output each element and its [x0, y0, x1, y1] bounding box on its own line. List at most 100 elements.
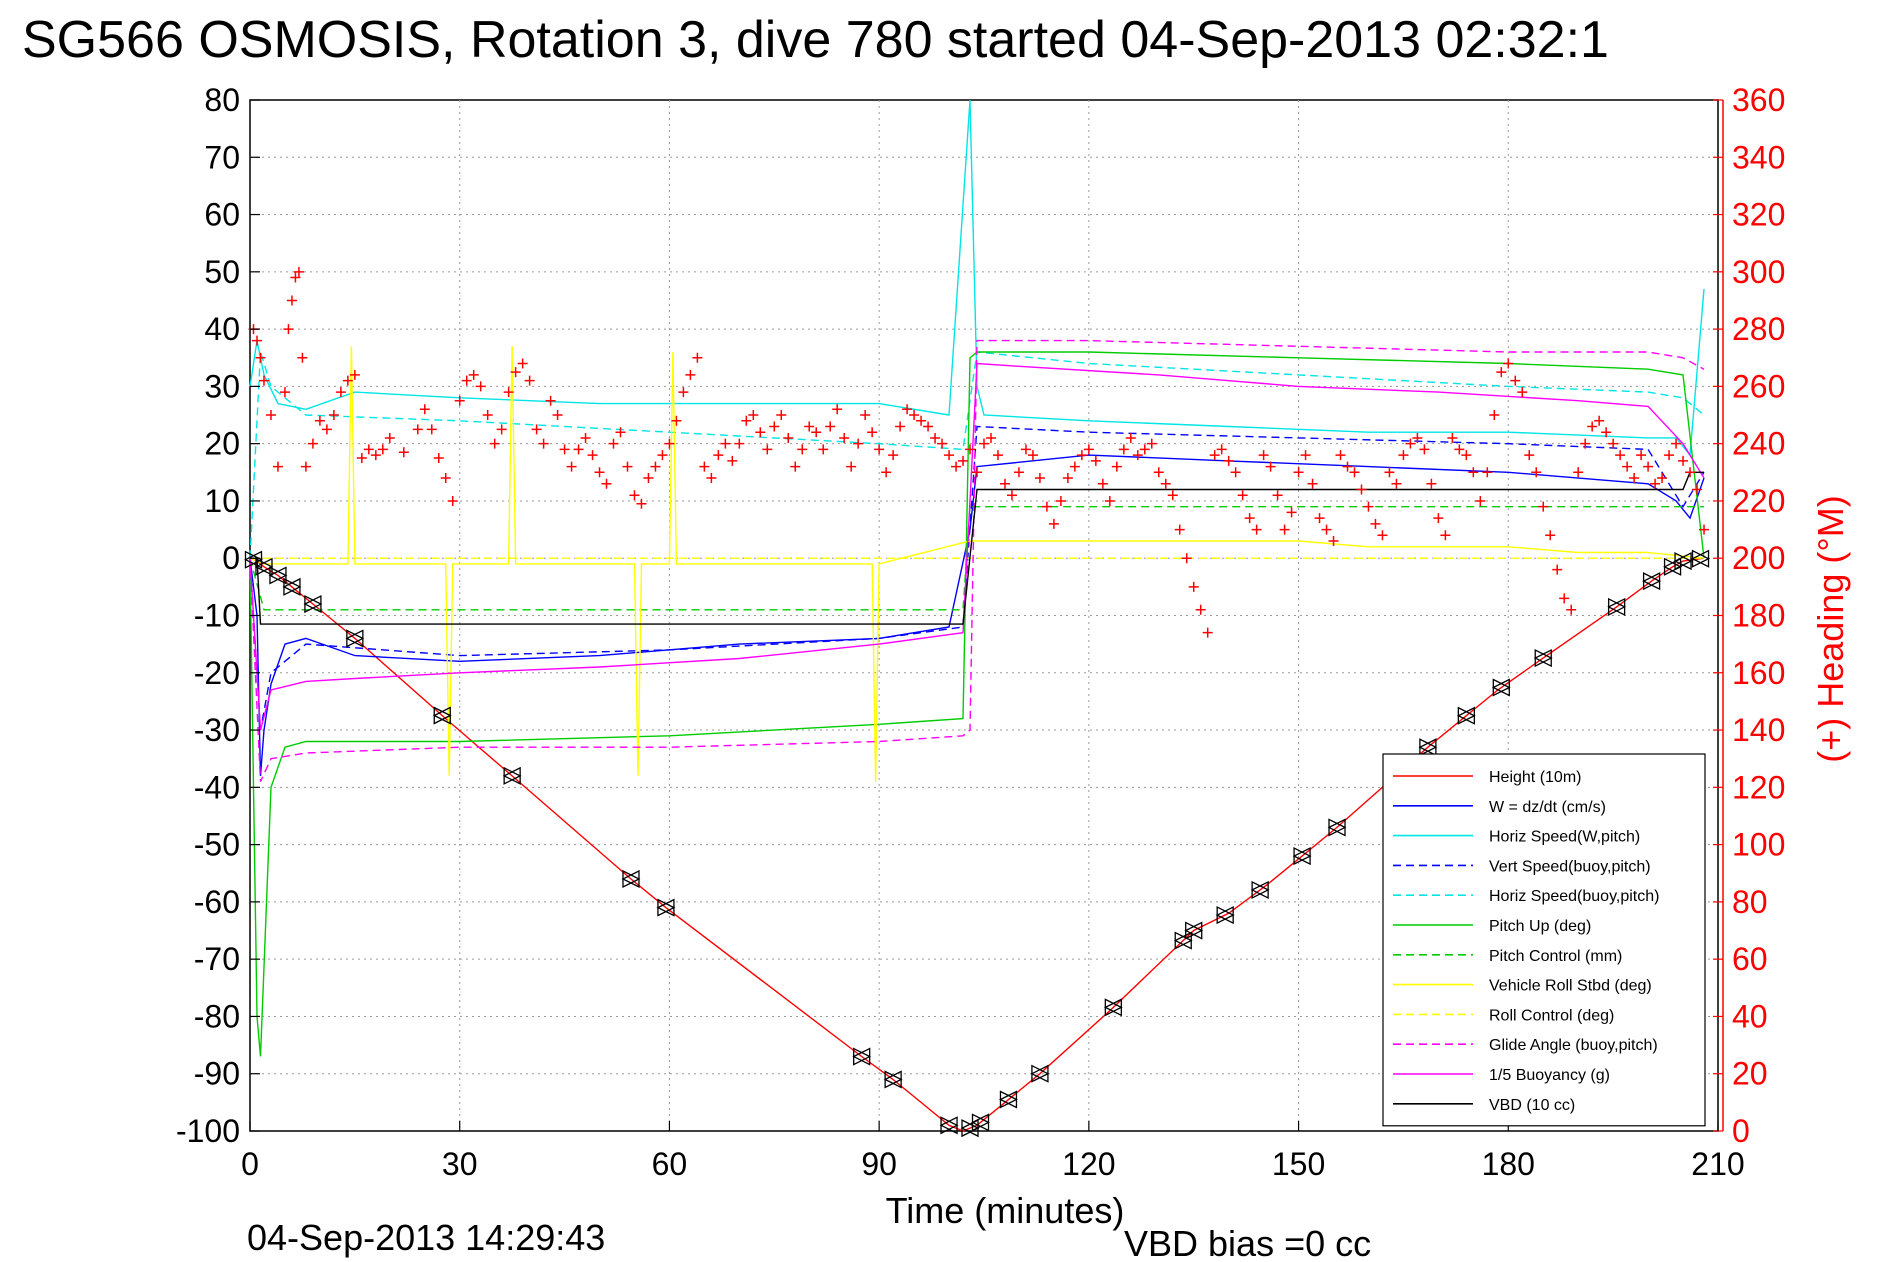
footer-timestamp: 04-Sep-2013 14:29:43	[247, 1217, 605, 1258]
heading-marker	[1643, 461, 1654, 472]
heading-marker	[1006, 490, 1017, 501]
heading-marker	[1377, 530, 1388, 541]
heading-marker	[1251, 524, 1262, 535]
heading-marker	[1671, 438, 1682, 449]
depth-marker-left	[1327, 818, 1346, 837]
heading-marker	[1132, 450, 1143, 461]
heading-marker	[328, 410, 339, 421]
heading-marker	[297, 352, 308, 363]
right-tick-label: 20	[1732, 1056, 1768, 1092]
right-tick-label: 120	[1732, 769, 1785, 805]
heading-marker	[1153, 467, 1164, 478]
heading-marker	[804, 421, 815, 432]
legend-label: Glide Angle (buoy,pitch)	[1489, 1037, 1658, 1054]
heading-marker	[1293, 467, 1304, 478]
heading-marker	[1510, 375, 1521, 386]
heading-marker	[1447, 432, 1458, 443]
depth-marker-left	[1184, 921, 1203, 940]
heading-marker	[461, 375, 472, 386]
depth-marker-left	[1642, 572, 1661, 591]
heading-marker	[1139, 444, 1150, 455]
series-line	[249, 351, 1705, 559]
heading-marker	[615, 427, 626, 438]
heading-marker	[1335, 450, 1346, 461]
heading-marker	[923, 421, 934, 432]
heading-marker	[447, 495, 458, 506]
depth-marker-left	[502, 766, 521, 785]
heading-marker	[335, 387, 346, 398]
heading-marker	[538, 438, 549, 449]
heading-marker	[1608, 438, 1619, 449]
heading-marker	[1125, 432, 1136, 443]
left-tick-label: -20	[194, 655, 240, 691]
legend-label: Horiz Speed(W,pitch)	[1489, 829, 1640, 846]
heading-marker	[1328, 536, 1339, 547]
depth-marker-left	[1173, 931, 1192, 950]
x-tick-label: 150	[1272, 1146, 1325, 1182]
heading-marker	[1559, 593, 1570, 604]
heading-marker	[1027, 450, 1038, 461]
heading-marker	[594, 467, 605, 478]
heading-marker	[573, 444, 584, 455]
heading-marker	[1244, 513, 1255, 524]
heading-marker	[314, 415, 325, 426]
heading-marker	[1629, 473, 1640, 484]
heading-marker	[1069, 461, 1080, 472]
heading-marker	[1321, 524, 1332, 535]
heading-marker	[258, 375, 269, 386]
heading-marker	[895, 421, 906, 432]
heading-marker	[790, 461, 801, 472]
heading-marker	[944, 450, 955, 461]
depth-marker-left	[1456, 706, 1475, 725]
heading-marker	[769, 421, 780, 432]
heading-marker	[853, 438, 864, 449]
heading-marker	[748, 410, 759, 421]
depth-marker-left	[883, 1070, 902, 1089]
heading-marker	[797, 444, 808, 455]
x-tick-label: 60	[652, 1146, 688, 1182]
heading-marker	[384, 432, 395, 443]
heading-marker	[958, 455, 969, 466]
depth-marker-left	[303, 594, 322, 614]
heading-marker	[1349, 467, 1360, 478]
heading-marker	[909, 410, 920, 421]
left-tick-label: -90	[194, 1056, 240, 1092]
heading-marker	[818, 444, 829, 455]
heading-marker	[1048, 518, 1059, 529]
right-y-axis-label: (+) Heading (°M)	[1810, 495, 1851, 762]
heading-marker	[720, 438, 731, 449]
left-tick-label: -70	[194, 941, 240, 977]
heading-marker	[629, 490, 640, 501]
heading-marker	[1097, 478, 1108, 489]
heading-marker	[1419, 444, 1430, 455]
heading-marker	[1650, 478, 1661, 489]
heading-marker	[951, 461, 962, 472]
heading-marker	[1398, 450, 1409, 461]
heading-marker	[762, 444, 773, 455]
legend-label: 1/5 Buoyancy (g)	[1489, 1067, 1610, 1084]
heading-marker	[1370, 518, 1381, 529]
heading-marker	[832, 404, 843, 415]
footer-vbd-bias: VBD bias =0 cc	[1124, 1223, 1371, 1262]
heading-marker	[664, 438, 675, 449]
heading-marker	[531, 424, 542, 435]
heading-marker	[1090, 455, 1101, 466]
right-tick-label: 160	[1732, 655, 1785, 691]
legend-label: Pitch Control (mm)	[1489, 948, 1622, 965]
heading-marker	[1307, 478, 1318, 489]
right-tick-label: 0	[1732, 1113, 1750, 1149]
heading-marker	[860, 410, 871, 421]
heading-marker	[1356, 484, 1367, 495]
heading-marker	[1636, 450, 1647, 461]
heading-marker	[1566, 604, 1577, 615]
legend-items: Height (10m) W = dz/dt (cm/s) Horiz Speed(…	[1393, 769, 1659, 1114]
heading-marker	[419, 404, 430, 415]
heading-marker	[972, 467, 983, 478]
right-tick-label: 220	[1732, 483, 1785, 519]
heading-marker	[734, 438, 745, 449]
heading-marker	[1314, 513, 1325, 524]
heading-marker	[587, 450, 598, 461]
heading-marker	[1538, 501, 1549, 512]
heading-marker	[636, 498, 647, 509]
depth-marker-left	[999, 1090, 1018, 1109]
